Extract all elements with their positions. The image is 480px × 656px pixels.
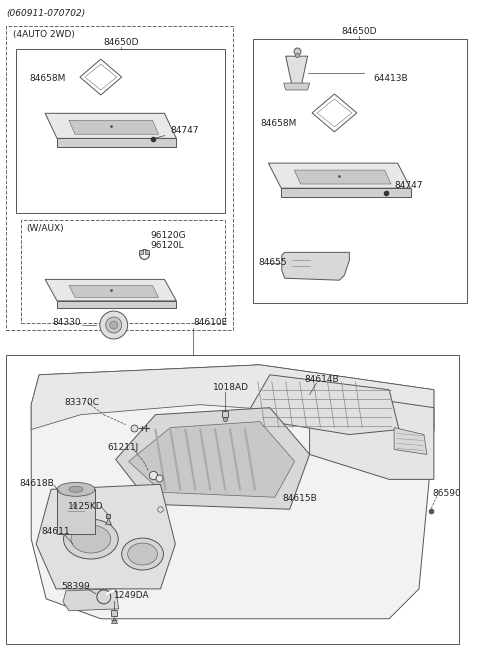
Text: Φ: Φ bbox=[71, 503, 77, 509]
Text: 84747: 84747 bbox=[386, 180, 422, 193]
Polygon shape bbox=[69, 120, 158, 134]
Text: 61211J: 61211J bbox=[108, 443, 139, 451]
Polygon shape bbox=[63, 589, 119, 611]
Circle shape bbox=[106, 317, 122, 333]
Bar bbox=[6, 26, 233, 330]
Polygon shape bbox=[45, 113, 176, 138]
Polygon shape bbox=[31, 365, 434, 619]
Bar bbox=[6, 355, 459, 644]
Polygon shape bbox=[282, 253, 349, 280]
Text: (060911-070702): (060911-070702) bbox=[6, 9, 85, 18]
Text: 84611: 84611 bbox=[41, 527, 70, 536]
Text: 96120G: 96120G bbox=[151, 232, 186, 240]
Text: 84330: 84330 bbox=[52, 318, 81, 327]
Polygon shape bbox=[69, 285, 158, 297]
Polygon shape bbox=[57, 138, 176, 147]
Text: 84610E: 84610E bbox=[193, 318, 228, 327]
Ellipse shape bbox=[69, 486, 83, 492]
Text: (4AUTO 2WD): (4AUTO 2WD) bbox=[13, 30, 75, 39]
Text: 84658M: 84658M bbox=[260, 119, 296, 128]
Text: 84614B: 84614B bbox=[305, 375, 339, 384]
Polygon shape bbox=[394, 428, 427, 455]
Polygon shape bbox=[281, 188, 410, 197]
Ellipse shape bbox=[122, 538, 164, 570]
Text: 58399: 58399 bbox=[61, 582, 90, 591]
Text: 1125KD: 1125KD bbox=[68, 502, 104, 511]
Polygon shape bbox=[245, 375, 399, 434]
Bar bbox=[253, 39, 467, 303]
Ellipse shape bbox=[128, 543, 157, 565]
Polygon shape bbox=[286, 56, 308, 84]
Ellipse shape bbox=[57, 482, 95, 497]
Bar bbox=[57, 489, 95, 534]
Polygon shape bbox=[36, 484, 175, 589]
Text: 64413B: 64413B bbox=[373, 74, 408, 83]
Text: 84655: 84655 bbox=[258, 258, 287, 267]
Text: 84747: 84747 bbox=[155, 126, 199, 138]
Ellipse shape bbox=[71, 525, 111, 553]
Text: 1018AD: 1018AD bbox=[213, 382, 249, 392]
Bar bbox=[21, 220, 225, 323]
Text: (W/AUX): (W/AUX) bbox=[26, 224, 64, 234]
Text: 1249DA: 1249DA bbox=[114, 591, 149, 600]
Polygon shape bbox=[57, 301, 176, 308]
Polygon shape bbox=[294, 170, 391, 184]
Text: 96120L: 96120L bbox=[151, 241, 184, 251]
Bar bbox=[16, 49, 225, 213]
Polygon shape bbox=[116, 407, 310, 509]
Polygon shape bbox=[45, 279, 176, 301]
Text: 84658M: 84658M bbox=[29, 74, 66, 83]
Text: 84618B: 84618B bbox=[19, 480, 54, 488]
Text: 84615B: 84615B bbox=[283, 494, 317, 503]
Text: 84650D: 84650D bbox=[342, 28, 377, 36]
Text: 86590: 86590 bbox=[432, 489, 461, 499]
Ellipse shape bbox=[63, 519, 118, 559]
Circle shape bbox=[100, 311, 128, 339]
Polygon shape bbox=[268, 163, 410, 188]
Polygon shape bbox=[31, 365, 434, 430]
Polygon shape bbox=[310, 390, 434, 480]
Text: 84650D: 84650D bbox=[103, 38, 138, 47]
Polygon shape bbox=[284, 83, 310, 90]
Text: 83370C: 83370C bbox=[64, 398, 99, 407]
Circle shape bbox=[110, 321, 118, 329]
Polygon shape bbox=[129, 422, 295, 497]
